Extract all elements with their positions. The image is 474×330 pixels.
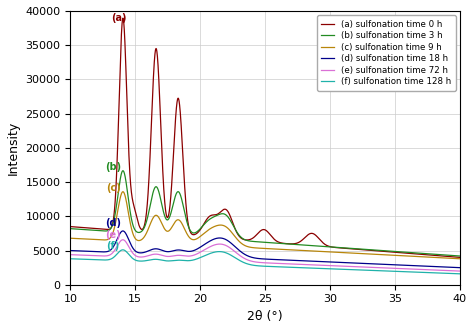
Text: (d): (d) — [105, 218, 121, 228]
(a) sulfonation time 0 h — [217, 211, 223, 214]
Text: (a): (a) — [111, 13, 127, 23]
(d) sulfonation time 18 h — [234, 246, 240, 250]
Line: (e) sulfonation time 72 h: (e) sulfonation time 72 h — [70, 240, 460, 271]
(f) sulfonation time 128 h — [217, 249, 223, 253]
(c) sulfonation time 9 h — [457, 257, 463, 261]
(b) sulfonation time 3 h — [408, 250, 413, 254]
(c) sulfonation time 9 h — [135, 239, 141, 243]
(e) sulfonation time 72 h — [408, 267, 413, 271]
Line: (d) sulfonation time 18 h: (d) sulfonation time 18 h — [70, 231, 460, 268]
(e) sulfonation time 72 h — [450, 269, 456, 273]
(b) sulfonation time 3 h — [217, 212, 223, 216]
(f) sulfonation time 128 h — [234, 257, 240, 261]
(b) sulfonation time 3 h — [67, 227, 73, 231]
(e) sulfonation time 72 h — [120, 238, 126, 242]
(d) sulfonation time 18 h — [457, 266, 463, 270]
(e) sulfonation time 72 h — [217, 242, 223, 246]
(b) sulfonation time 3 h — [457, 254, 463, 258]
(d) sulfonation time 18 h — [217, 236, 223, 240]
Line: (a) sulfonation time 0 h: (a) sulfonation time 0 h — [70, 18, 460, 257]
Line: (b) sulfonation time 3 h: (b) sulfonation time 3 h — [70, 171, 460, 256]
(d) sulfonation time 18 h — [67, 248, 73, 252]
(a) sulfonation time 0 h — [67, 225, 73, 229]
(c) sulfonation time 9 h — [120, 190, 126, 194]
(a) sulfonation time 0 h — [457, 255, 463, 259]
(f) sulfonation time 128 h — [67, 257, 73, 261]
(d) sulfonation time 18 h — [112, 242, 118, 246]
(d) sulfonation time 18 h — [408, 264, 413, 268]
(b) sulfonation time 3 h — [135, 230, 141, 234]
(d) sulfonation time 18 h — [120, 229, 126, 233]
(d) sulfonation time 18 h — [450, 265, 456, 269]
Line: (c) sulfonation time 9 h: (c) sulfonation time 9 h — [70, 192, 460, 259]
(d) sulfonation time 18 h — [135, 250, 141, 254]
(a) sulfonation time 0 h — [120, 16, 126, 20]
(a) sulfonation time 0 h — [234, 230, 240, 234]
Legend: (a) sulfonation time 0 h, (b) sulfonation time 3 h, (c) sulfonation time 9 h, (d: (a) sulfonation time 0 h, (b) sulfonatio… — [317, 15, 456, 91]
(e) sulfonation time 72 h — [67, 253, 73, 257]
(f) sulfonation time 128 h — [135, 259, 141, 263]
(a) sulfonation time 0 h — [408, 251, 413, 255]
(f) sulfonation time 128 h — [112, 254, 118, 258]
(f) sulfonation time 128 h — [120, 248, 126, 252]
Text: (b): (b) — [105, 162, 121, 172]
(a) sulfonation time 0 h — [450, 255, 456, 259]
(b) sulfonation time 3 h — [450, 253, 456, 257]
(c) sulfonation time 9 h — [67, 236, 73, 240]
(c) sulfonation time 9 h — [450, 256, 456, 260]
(f) sulfonation time 128 h — [408, 270, 413, 274]
(b) sulfonation time 3 h — [112, 214, 118, 218]
(c) sulfonation time 9 h — [234, 237, 240, 241]
Text: (c): (c) — [106, 182, 120, 193]
(c) sulfonation time 9 h — [112, 224, 118, 228]
(a) sulfonation time 0 h — [112, 205, 118, 209]
(e) sulfonation time 72 h — [234, 251, 240, 255]
X-axis label: 2θ (°): 2θ (°) — [247, 310, 283, 323]
(f) sulfonation time 128 h — [450, 272, 456, 276]
(c) sulfonation time 9 h — [408, 254, 413, 258]
(b) sulfonation time 3 h — [120, 169, 126, 173]
(e) sulfonation time 72 h — [135, 255, 141, 259]
(e) sulfonation time 72 h — [112, 248, 118, 252]
Y-axis label: Intensity: Intensity — [7, 121, 20, 175]
(a) sulfonation time 0 h — [135, 220, 141, 224]
(f) sulfonation time 128 h — [457, 272, 463, 276]
(c) sulfonation time 9 h — [217, 223, 223, 227]
(b) sulfonation time 3 h — [234, 230, 240, 234]
(e) sulfonation time 72 h — [457, 269, 463, 273]
Line: (f) sulfonation time 128 h: (f) sulfonation time 128 h — [70, 250, 460, 274]
Text: (e): (e) — [105, 230, 121, 241]
Text: (f): (f) — [107, 242, 120, 251]
